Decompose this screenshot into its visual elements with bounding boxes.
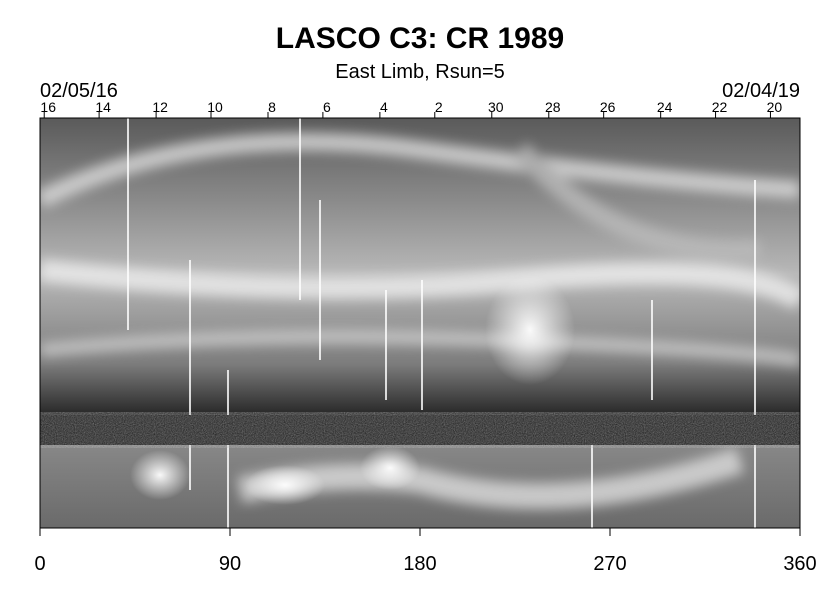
day-tick-label: 2 — [435, 99, 443, 115]
chart-title: LASCO C3: CR 1989 — [276, 22, 564, 55]
day-tick-label: 28 — [545, 99, 561, 115]
day-tick-label: 12 — [152, 99, 168, 115]
start-date: 02/05/16 — [40, 80, 118, 102]
day-tick-label: 30 — [488, 99, 504, 115]
x-tick-label: 270 — [593, 553, 626, 575]
day-tick-label: 10 — [207, 99, 223, 115]
day-tick-label: 20 — [767, 99, 783, 115]
day-tick-label: 8 — [268, 99, 276, 115]
day-tick-label: 6 — [323, 99, 331, 115]
end-date: 02/04/19 — [722, 80, 800, 102]
chart-subtitle: East Limb, Rsun=5 — [335, 61, 505, 83]
x-tick-label: 180 — [403, 553, 436, 575]
day-tick-label: 4 — [380, 99, 388, 115]
x-tick-label: 0 — [34, 553, 45, 575]
x-tick-label: 90 — [219, 553, 241, 575]
day-tick-label: 26 — [600, 99, 616, 115]
map-image — [40, 118, 800, 528]
day-tick-label: 24 — [657, 99, 673, 115]
day-tick-label: 22 — [712, 99, 728, 115]
x-tick-label: 360 — [783, 553, 816, 575]
day-tick-label: 16 — [40, 99, 56, 115]
day-tick-label: 14 — [95, 99, 111, 115]
